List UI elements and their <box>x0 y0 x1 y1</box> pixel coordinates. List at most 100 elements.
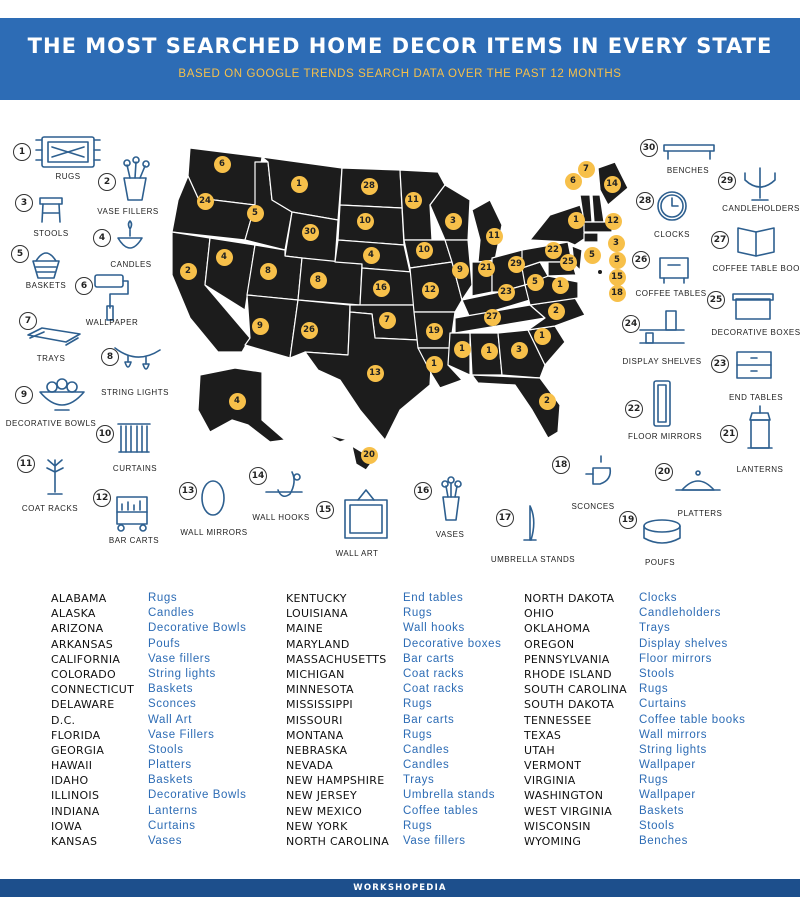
legend-badge-5: 5 <box>11 245 29 263</box>
state-name: ARKANSAS <box>51 637 114 651</box>
state-item: Rugs <box>403 728 433 741</box>
state-name: ARIZONA <box>51 622 104 636</box>
state-name: NEW HAMPSHIRE <box>286 774 385 788</box>
state-item: Wall mirrors <box>639 728 708 741</box>
pouf-icon <box>643 519 681 544</box>
map-badge-ct: 5 <box>608 251 626 269</box>
map-badge-wv: 5 <box>526 273 544 291</box>
display-shelves-icon <box>639 310 685 344</box>
legend-badge-12: 12 <box>93 489 111 507</box>
legend-label-sconces: SCONCES <box>571 502 615 511</box>
state-name: CALIFORNIA <box>51 652 121 666</box>
state-name: NEBRASKA <box>286 743 348 757</box>
state-item: Bar carts <box>403 652 455 665</box>
lantern-icon <box>747 405 773 449</box>
state-name: MASSACHUSETTS <box>286 652 387 666</box>
legend-label-stools: STOOLS <box>33 229 69 238</box>
state-item: Floor mirrors <box>639 652 712 665</box>
map-badge-md: 25 <box>559 253 577 271</box>
state-item: Coat racks <box>403 667 464 680</box>
legend-label-wall-mirrors: WALL MIRRORS <box>180 528 248 537</box>
fruit-bowl-icon <box>39 378 85 411</box>
state-item: String lights <box>639 743 707 756</box>
state-item: Sconces <box>148 698 197 711</box>
map-badge-nc: 2 <box>547 302 565 320</box>
candle-icon <box>117 220 143 249</box>
rug-icon <box>35 136 101 168</box>
state-item: Rugs <box>639 774 669 787</box>
state-name: ALABAMA <box>51 592 107 605</box>
map-badge-tx: 13 <box>366 364 384 382</box>
candelabra-icon <box>744 167 776 201</box>
state-item: String lights <box>148 667 216 680</box>
legend-badge-29: 29 <box>718 172 736 190</box>
state-item: Trays <box>403 774 435 787</box>
map-badge-az: 9 <box>251 317 269 335</box>
item-column-2: End tables Rugs Wall hooks Decorative boxes… <box>403 591 501 849</box>
map-badge-hi: 20 <box>360 446 378 464</box>
state-item: Curtains <box>148 819 196 832</box>
state-name: MONTANA <box>286 728 344 742</box>
legend-label-baskets: BASKETS <box>25 281 67 290</box>
map-badge-me: 14 <box>603 175 621 193</box>
map-badge-ma: 12 <box>604 212 622 230</box>
map-badge-dc: 3 <box>607 234 625 252</box>
map-badge-de2: 18 <box>608 284 626 302</box>
map-badge-in: 21 <box>477 259 495 277</box>
platter-icon <box>675 470 721 491</box>
state-item: Rugs <box>403 698 433 711</box>
state-name: TEXAS <box>524 728 562 742</box>
state-item: Decorative Bowls <box>148 622 247 635</box>
map-badge-ne: 4 <box>362 246 380 264</box>
state-item: Rugs <box>639 683 669 696</box>
sconce-icon <box>585 455 612 485</box>
legend-label-coat-racks: COAT RACKS <box>21 504 79 513</box>
legend-badge-24: 24 <box>622 315 640 333</box>
state-name: WYOMING <box>524 835 582 848</box>
map-badge-il: 9 <box>451 261 469 279</box>
state-item: Candleholders <box>639 607 721 620</box>
wall-mirror-icon <box>201 480 225 516</box>
state-item: Bar carts <box>403 713 455 726</box>
dc-marker <box>598 270 602 274</box>
map-badge-ga: 3 <box>510 341 528 359</box>
map-badge-wy: 30 <box>301 223 319 241</box>
legend-badge-19: 19 <box>619 511 637 529</box>
state-item: Vase Fillers <box>148 728 215 741</box>
state-name: KANSAS <box>51 835 98 848</box>
state-name: WASHINGTON <box>524 789 604 803</box>
map-badge-ky: 23 <box>497 283 515 301</box>
legend-label-platters: PLATTERS <box>677 509 723 518</box>
legend-label-coffee-table-books: COFFEE TABLE BOOKS <box>712 264 800 273</box>
floor-mirror-icon <box>653 380 671 427</box>
legend-badge-23: 23 <box>711 355 729 373</box>
legend-badge-3: 3 <box>15 194 33 212</box>
state-item: Clocks <box>639 592 678 604</box>
string-lights-icon <box>114 347 161 370</box>
map-badge-ak: 4 <box>228 392 246 410</box>
state-item: Wall hooks <box>403 622 465 635</box>
legend-label-bar-carts: BAR CARTS <box>108 536 160 545</box>
page-title: THE MOST SEARCHED HOME DECOR ITEMS IN EV… <box>27 34 773 58</box>
map-badge-oh: 29 <box>507 255 525 273</box>
state-name: ALASKA <box>51 607 96 621</box>
legend-label-decorative-bowls: DECORATIVE BOWLS <box>5 419 97 428</box>
end-table-icon <box>736 351 772 379</box>
bar-cart-icon <box>116 496 148 532</box>
map-badge-sc: 1 <box>533 327 551 345</box>
map-badge-nm: 26 <box>300 321 318 339</box>
state-name: VERMONT <box>524 759 582 773</box>
tray-icon <box>27 327 81 346</box>
state-name: FLORIDA <box>51 728 101 742</box>
map-badge-ks: 16 <box>372 279 390 297</box>
state-name: UTAH <box>524 743 555 757</box>
legend-badge-26: 26 <box>632 251 650 269</box>
state-name: NEW JERSEY <box>286 789 358 803</box>
legend-label-display-shelves: DISPLAY SHELVES <box>622 357 702 366</box>
map-badge-ia: 10 <box>415 241 433 259</box>
map-badge-ar: 19 <box>425 322 443 340</box>
state-name: MAINE <box>286 622 323 636</box>
state-name: DELAWARE <box>51 698 115 712</box>
state-name: INDIANA <box>51 804 100 818</box>
legend-label-string-lights: STRING LIGHTS <box>101 388 169 397</box>
